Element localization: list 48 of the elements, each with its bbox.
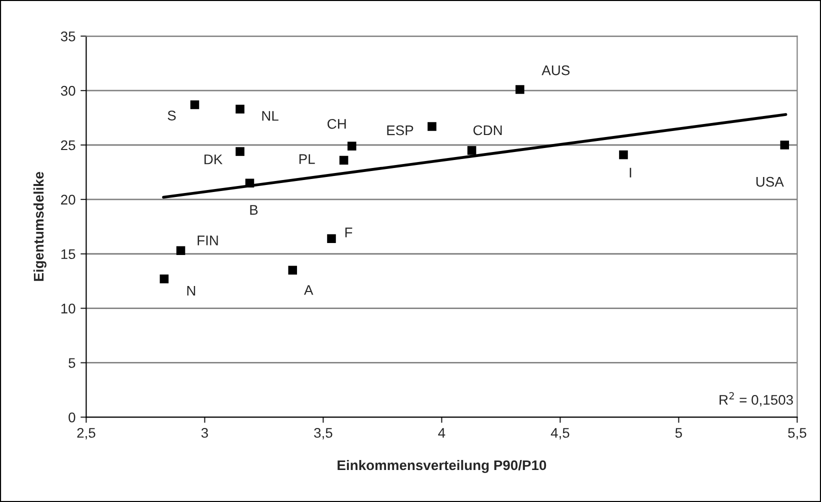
y-axis-title: Eigentumsdelike [33, 172, 46, 281]
annotation: CH [328, 118, 346, 129]
point [236, 147, 244, 156]
annotation: S [168, 110, 176, 120]
x-tick-label: 4 [438, 428, 446, 438]
annotation: F [345, 228, 352, 238]
annotation: USA [756, 176, 784, 187]
y-tick-label: 20 [61, 194, 76, 205]
point [245, 178, 254, 188]
point [428, 122, 436, 131]
x-tick-label: 5 [675, 428, 682, 438]
y-tick-label: 5 [68, 358, 76, 368]
point [619, 150, 628, 160]
point [160, 274, 169, 284]
point [516, 85, 524, 94]
point [288, 266, 298, 275]
y-tick-label: 0 [68, 412, 76, 422]
annotation: CDN [473, 125, 502, 136]
annotation: B [250, 205, 258, 215]
point [236, 104, 244, 114]
point [327, 234, 336, 244]
y-tick-label: 10 [61, 304, 76, 314]
point [780, 140, 790, 150]
annotation: N [187, 286, 196, 296]
y-tick-label: 30 [60, 86, 76, 96]
y-tick-label: 35 [60, 31, 76, 42]
annotation: DK [204, 154, 223, 164]
annotation: PL [299, 154, 315, 164]
annotation: R$^{2}$ = 0,1503 [720, 392, 793, 406]
point [347, 142, 356, 150]
y-tick-label: 25 [61, 140, 76, 150]
x-axis-title: Einkommensverteilung P90/P10 [338, 460, 546, 473]
annotation: NL [262, 111, 278, 121]
x-tick-label: 5,5 [788, 428, 806, 440]
x-tick-label: 3,5 [314, 428, 332, 440]
x-tick-label: 3 [201, 428, 208, 438]
annotation: ESP [387, 125, 414, 136]
point [467, 146, 476, 155]
point [339, 156, 348, 165]
annotation: AUS [542, 65, 570, 76]
annotation: I [630, 168, 632, 178]
annotation: FIN [198, 236, 218, 246]
x-tick-label: 2,5 [77, 428, 96, 440]
y-tick-label: 15 [61, 249, 76, 260]
x-tick-label: 4,5 [550, 428, 570, 440]
point [176, 246, 186, 255]
point [190, 100, 200, 110]
annotation: A [304, 285, 314, 295]
